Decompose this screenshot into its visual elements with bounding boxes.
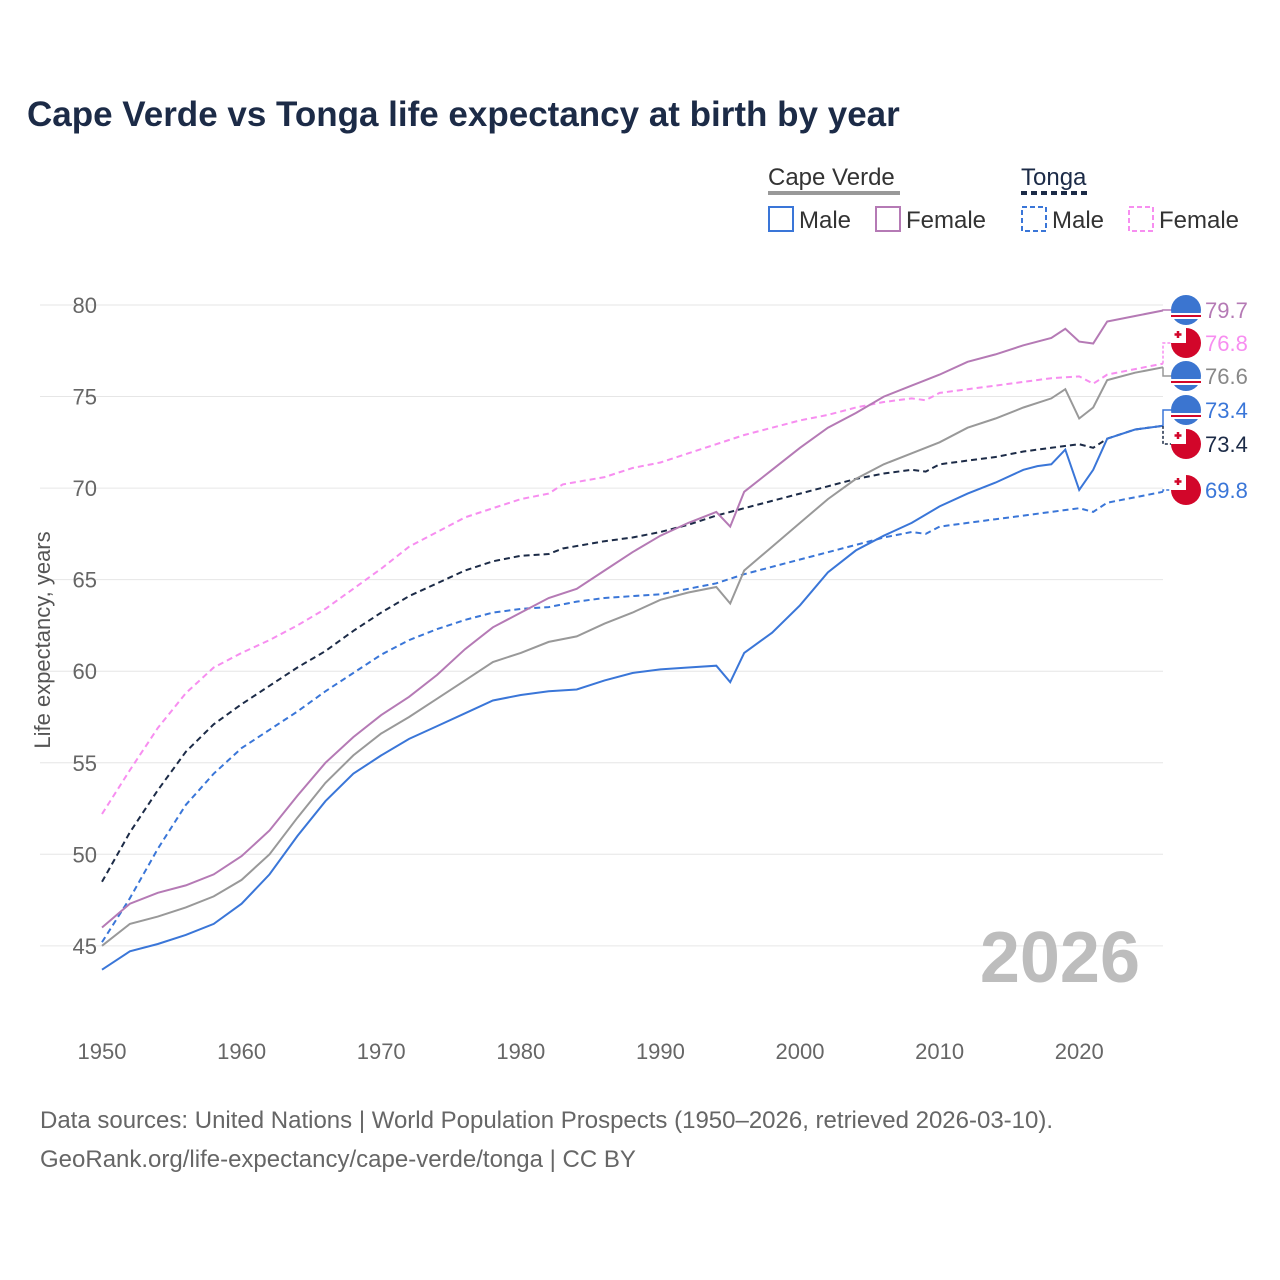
legend-swatch	[1021, 206, 1047, 232]
label-connector	[1162, 342, 1172, 364]
series-line-cape-verde	[101, 366, 1164, 947]
tonga-flag-cross	[1174, 432, 1182, 439]
series-line-tonga	[101, 424, 1164, 883]
series-line-cape-verde-male	[101, 424, 1164, 971]
x-tick-label: 1990	[636, 1039, 685, 1064]
end-value-label: 73.4	[1205, 398, 1248, 423]
series-line-cape-verde-female	[101, 309, 1164, 929]
x-tick-label: 2000	[776, 1039, 825, 1064]
line-chart: 45 50 55 60 65 70 75 80 1950 1960 1970 1980 1990 2000…	[30, 164, 1248, 1064]
label-connector	[1162, 367, 1172, 377]
label-connector	[1162, 489, 1172, 492]
end-value-label: 76.6	[1205, 364, 1248, 389]
legend-swatch	[768, 206, 794, 232]
x-tick-label: 1980	[496, 1039, 545, 1064]
label-connector	[1162, 425, 1172, 445]
y-tick-label: 45	[73, 934, 97, 959]
cape-verde-flag-icon	[1171, 395, 1201, 425]
x-tick-label: 2010	[915, 1039, 964, 1064]
label-connector	[1162, 409, 1172, 426]
legend-swatch	[875, 206, 901, 232]
tonga-flag-cross	[1174, 478, 1182, 485]
legend-swatch	[1128, 206, 1154, 232]
cape-verde-flag-red-stripe	[1171, 415, 1201, 417]
x-tick-label: 1950	[78, 1039, 127, 1064]
legend-item-label: Female	[1159, 207, 1239, 234]
y-axis-label: Life expectancy, years	[30, 531, 55, 748]
legend-item-label: Female	[906, 207, 986, 234]
end-value-label: 69.8	[1205, 478, 1248, 503]
cape-verde-flag-red-stripe	[1171, 381, 1201, 383]
legend-item-label: Male	[1052, 207, 1104, 234]
end-value-label: 73.4	[1205, 432, 1248, 457]
x-tick-label: 1970	[357, 1039, 406, 1064]
legend-item-label: Male	[799, 207, 851, 234]
series-line-tonga-male	[101, 490, 1164, 943]
y-tick-label: 60	[73, 659, 97, 684]
x-tick-label: 2020	[1055, 1039, 1104, 1064]
y-tick-label: 55	[73, 751, 97, 776]
end-value-label: 79.7	[1205, 298, 1248, 323]
cape-verde-flag-icon	[1171, 361, 1201, 391]
source-url: GeoRank.org/life-expectancy/cape-verde/t…	[40, 1146, 636, 1173]
y-tick-label: 70	[73, 476, 97, 501]
x-tick-label: 1960	[217, 1039, 266, 1064]
y-tick-label: 50	[73, 842, 97, 867]
legend-group-cape-verde: Cape Verde	[768, 164, 895, 191]
y-tick-label: 65	[73, 568, 97, 593]
tonga-flag-cross	[1174, 331, 1182, 338]
year-watermark: 2026	[980, 918, 1140, 998]
cape-verde-flag-red-stripe	[1171, 315, 1201, 317]
legend-group-tonga: Tonga	[1021, 164, 1087, 191]
source-note: Data sources: United Nations | World Pop…	[40, 1107, 1054, 1134]
end-value-label: 76.8	[1205, 331, 1248, 356]
y-tick-label: 80	[73, 293, 97, 318]
series-line-tonga-female	[101, 362, 1164, 815]
chart-title: Cape Verde vs Tonga life expectancy at b…	[27, 95, 900, 134]
cape-verde-flag-icon	[1171, 295, 1201, 325]
y-tick-label: 75	[73, 385, 97, 410]
